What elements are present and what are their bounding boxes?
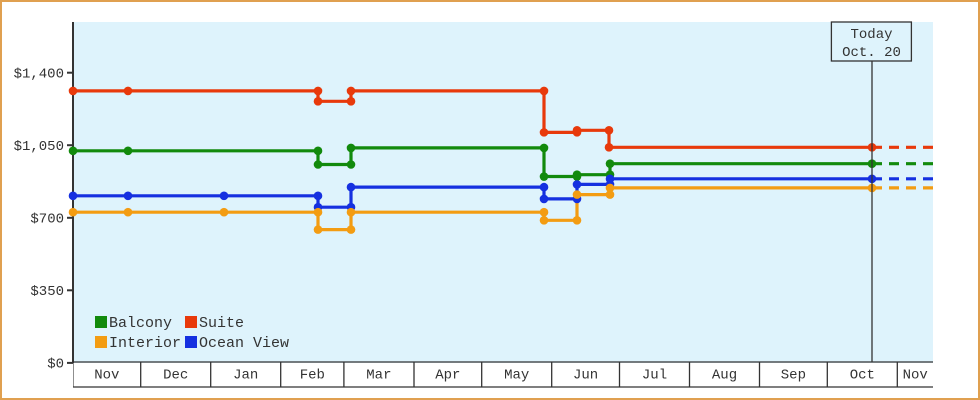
- svg-text:$1,050: $1,050: [14, 139, 64, 155]
- svg-text:Oct. 20: Oct. 20: [842, 45, 901, 61]
- svg-text:Nov: Nov: [94, 368, 119, 384]
- svg-text:Sep: Sep: [781, 368, 806, 384]
- svg-text:$0: $0: [47, 357, 64, 373]
- svg-text:$350: $350: [30, 284, 64, 300]
- svg-text:Jan: Jan: [233, 368, 258, 384]
- svg-text:$1,400: $1,400: [14, 67, 64, 83]
- svg-text:Balcony: Balcony: [109, 315, 172, 332]
- svg-text:Nov: Nov: [903, 368, 928, 384]
- svg-text:Today: Today: [850, 27, 892, 43]
- svg-text:Suite: Suite: [199, 315, 244, 332]
- svg-text:Aug: Aug: [712, 368, 737, 384]
- svg-text:Jun: Jun: [573, 368, 598, 384]
- svg-text:Feb: Feb: [300, 368, 325, 384]
- svg-text:Apr: Apr: [435, 368, 460, 384]
- svg-text:$700: $700: [30, 212, 64, 228]
- svg-text:Oct: Oct: [850, 368, 875, 384]
- svg-text:Ocean View: Ocean View: [199, 335, 289, 352]
- svg-text:Jul: Jul: [642, 368, 667, 384]
- svg-text:Dec: Dec: [163, 368, 188, 384]
- svg-text:Interior: Interior: [109, 335, 181, 352]
- svg-text:May: May: [504, 368, 529, 384]
- svg-text:Mar: Mar: [366, 368, 391, 384]
